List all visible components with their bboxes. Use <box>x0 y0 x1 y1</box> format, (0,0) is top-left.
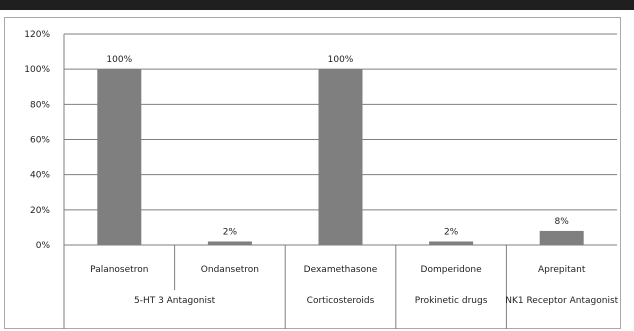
data-label: 100% <box>328 55 354 65</box>
bar <box>207 241 252 245</box>
group-label: Corticosteroids <box>307 296 375 306</box>
y-tick-label: 100% <box>24 65 50 75</box>
data-label: 2% <box>223 227 238 237</box>
data-label: 100% <box>106 55 132 65</box>
group-label: 5-HT 3 Antagonist <box>134 296 216 306</box>
data-label: 2% <box>444 227 459 237</box>
y-tick-label: 60% <box>30 136 50 146</box>
y-tick-label: 20% <box>30 206 50 216</box>
category-label: Palanosetron <box>90 265 148 275</box>
bar <box>429 241 474 245</box>
category-label: Aprepitant <box>538 265 586 275</box>
y-tick-label: 0% <box>36 241 51 251</box>
y-tick-label: 80% <box>30 100 50 110</box>
bar <box>539 230 584 245</box>
category-label: Domperidone <box>421 265 483 275</box>
y-tick-label: 40% <box>30 171 50 181</box>
data-label: 8% <box>555 217 570 227</box>
header-bar <box>0 0 634 10</box>
bar <box>97 69 142 246</box>
category-label: Dexamethasone <box>304 265 378 275</box>
chart-frame <box>4 17 621 329</box>
group-label: NK1 Receptor Antagonist <box>505 296 618 306</box>
category-label: Ondansetron <box>201 265 259 275</box>
bar <box>318 69 363 246</box>
y-tick-label: 120% <box>24 30 50 40</box>
group-label: Prokinetic drugs <box>415 296 488 306</box>
